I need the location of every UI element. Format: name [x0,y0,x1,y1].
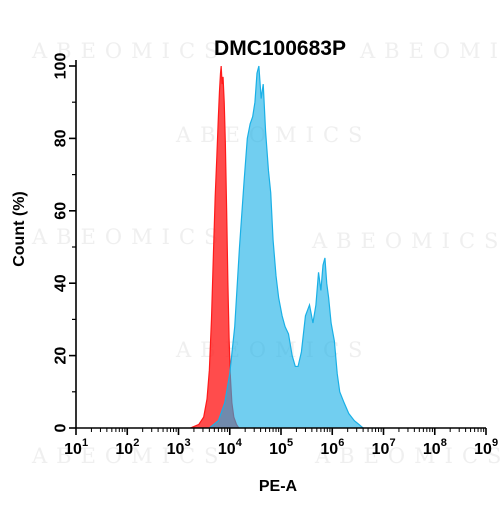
y-tick-label: 20 [53,347,70,365]
watermark-text: ABEOMICS [31,444,227,468]
x-tick-label: 10 [218,441,236,458]
x-tick-label: 10 [167,441,185,458]
histogram-area-1 [209,66,364,428]
chart-title: DMC100683P [214,37,346,60]
x-tick-exponent: 5 [287,437,293,449]
x-tick-exponent: 4 [236,437,243,449]
watermark-text: ABEOMICS [175,123,371,147]
x-tick-exponent: 8 [441,437,447,449]
x-tick-exponent: 6 [338,437,344,449]
y-tick-label: 60 [53,202,70,220]
histogram-area-0 [190,66,239,428]
x-tick-exponent: 3 [185,437,191,449]
x-axis-label: PE-A [259,478,298,495]
x-tick-label: 10 [423,441,441,458]
x-tick-label: 10 [372,441,390,458]
x-tick-label: 10 [115,441,133,458]
x-tick-label: 10 [64,441,82,458]
series-layer [190,65,364,429]
watermark-text: ABEOMICS [31,39,227,63]
y-axis-label: Count (%) [11,191,28,267]
histogram-outline-1 [208,65,364,429]
y-tick-label: 80 [53,129,70,147]
x-tick-label: 10 [320,441,338,458]
watermark-text: ABEOMICS [311,229,502,253]
x-tick-exponent: 2 [133,437,139,449]
x-tick-label: 10 [269,441,287,458]
x-tick-exponent: 7 [390,437,396,449]
y-tick-label: 0 [53,423,70,432]
watermark-text: ABEOMICS [314,444,502,468]
x-tick-label: 10 [474,441,492,458]
watermark-text: ABEOMICS [31,225,227,249]
y-tick-label: 40 [53,274,70,292]
watermark-text: ABEOMICS [359,39,502,63]
x-tick-exponent: 9 [492,437,498,449]
y-tick-label: 100 [53,53,70,80]
x-tick-exponent: 1 [82,437,88,449]
